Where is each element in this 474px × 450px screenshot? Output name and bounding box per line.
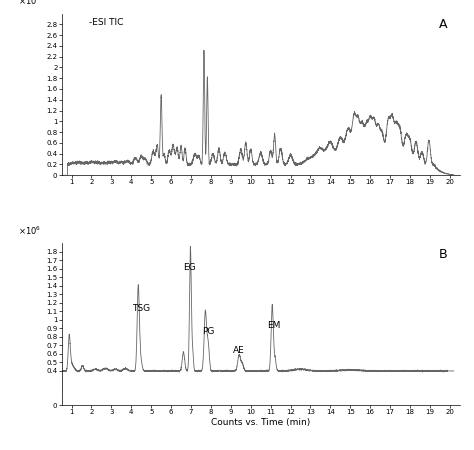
Text: PG: PG	[202, 327, 214, 336]
Text: $\times 10^6$: $\times 10^6$	[18, 225, 41, 237]
Text: -ESI TIC: -ESI TIC	[90, 18, 124, 27]
Text: $\times 10^7$: $\times 10^7$	[18, 0, 41, 7]
Text: A: A	[439, 18, 448, 32]
Text: TSG: TSG	[132, 304, 150, 313]
Text: EG: EG	[182, 263, 195, 272]
Text: EM: EM	[267, 321, 280, 330]
Text: AE: AE	[233, 346, 245, 355]
X-axis label: Counts vs. Time (min): Counts vs. Time (min)	[211, 418, 310, 427]
Text: B: B	[439, 248, 448, 261]
